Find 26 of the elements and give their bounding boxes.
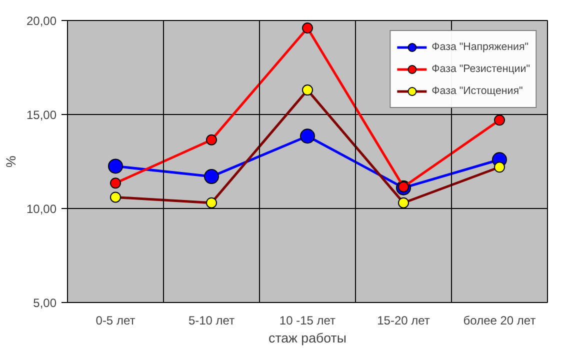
x-tick-label: более 20 лет	[463, 314, 536, 328]
x-axis-title: стаж работы	[268, 330, 346, 346]
legend-label: Фаза "Резистенции"	[432, 63, 530, 75]
point	[110, 192, 121, 203]
point	[206, 197, 217, 208]
legend-label: Фаза "Напряжения"	[432, 41, 529, 53]
point	[302, 84, 313, 96]
x-tick-label: 10 -15 лет	[279, 314, 336, 328]
legend-label: Фаза "Истощения"	[432, 85, 523, 97]
y-axis-title: %	[3, 155, 18, 168]
y-tick-label: 20,00	[26, 14, 57, 28]
point	[494, 114, 505, 126]
y-tick-label: 5,00	[33, 296, 57, 310]
point	[494, 162, 505, 173]
y-tick-label: 10,00	[26, 202, 57, 216]
point	[300, 128, 315, 144]
x-tick-label: 15-20 лет	[377, 314, 430, 328]
point	[108, 158, 123, 174]
point	[204, 169, 219, 184]
point	[110, 178, 121, 189]
point	[302, 22, 313, 34]
y-tick-label: 15,00	[26, 108, 57, 122]
x-tick-label: 5-10 лет	[188, 314, 236, 328]
x-tick-label: 0-5 лет	[96, 314, 136, 328]
point	[206, 134, 217, 146]
point	[398, 197, 409, 208]
